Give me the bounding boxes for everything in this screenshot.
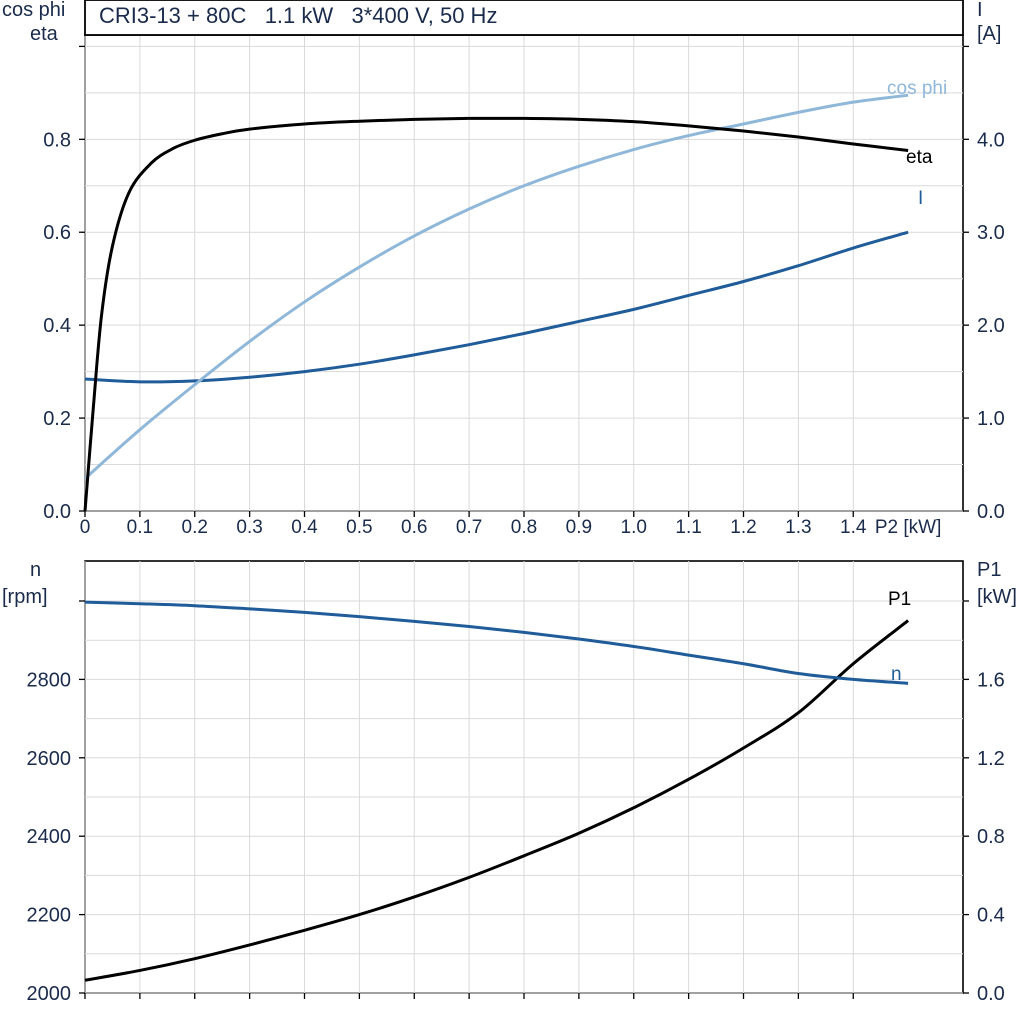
svg-text:2000: 2000 [27, 983, 72, 1005]
svg-text:0.0: 0.0 [43, 501, 71, 523]
svg-text:0.8: 0.8 [43, 129, 71, 151]
svg-text:0.3: 0.3 [236, 517, 262, 538]
svg-text:P1: P1 [888, 589, 911, 610]
svg-text:[rpm]: [rpm] [2, 586, 48, 608]
svg-text:1.4: 1.4 [840, 517, 867, 538]
svg-text:eta: eta [30, 23, 59, 45]
svg-text:I: I [977, 0, 983, 21]
svg-text:1.2: 1.2 [977, 748, 1005, 770]
svg-text:1.2: 1.2 [730, 517, 756, 538]
svg-text:cos phi: cos phi [2, 0, 65, 21]
svg-text:0.4: 0.4 [291, 517, 318, 538]
svg-text:1.0: 1.0 [621, 517, 647, 538]
svg-text:CRI3-13 + 80C 1.1 kW 3*400: CRI3-13 + 80C 1.1 kW 3*400 V, 50 Hz [99, 3, 497, 28]
svg-text:1.3: 1.3 [785, 517, 811, 538]
svg-text:0: 0 [80, 517, 91, 538]
svg-text:0.2: 0.2 [182, 517, 208, 538]
svg-text:2400: 2400 [27, 826, 72, 848]
svg-text:[A]: [A] [977, 23, 1001, 45]
svg-text:0.7: 0.7 [456, 517, 482, 538]
svg-text:0.1: 0.1 [127, 517, 153, 538]
svg-text:0.4: 0.4 [977, 905, 1005, 927]
svg-text:1.0: 1.0 [977, 408, 1005, 430]
svg-text:2600: 2600 [27, 748, 72, 770]
svg-text:0.0: 0.0 [977, 983, 1005, 1005]
svg-text:0.6: 0.6 [401, 517, 427, 538]
svg-text:2200: 2200 [27, 905, 72, 927]
svg-text:3.0: 3.0 [977, 222, 1005, 244]
svg-text:eta: eta [906, 147, 933, 168]
svg-text:cos phi: cos phi [887, 78, 947, 99]
svg-text:0.6: 0.6 [43, 222, 71, 244]
svg-text:2800: 2800 [27, 669, 72, 691]
svg-text:n: n [891, 664, 902, 685]
svg-text:2.0: 2.0 [977, 315, 1005, 337]
svg-text:0.4: 0.4 [43, 315, 71, 337]
svg-text:0.5: 0.5 [346, 517, 372, 538]
svg-text:n: n [30, 559, 41, 581]
svg-text:I: I [918, 188, 923, 209]
svg-text:0.8: 0.8 [977, 826, 1005, 848]
svg-text:P1: P1 [977, 559, 1001, 581]
svg-text:0.8: 0.8 [511, 517, 537, 538]
svg-text:0.0: 0.0 [977, 501, 1005, 523]
svg-text:4.0: 4.0 [977, 129, 1005, 151]
svg-text:[kW]: [kW] [977, 586, 1017, 608]
svg-text:0.2: 0.2 [43, 408, 71, 430]
svg-text:1.6: 1.6 [977, 669, 1005, 691]
svg-text:P2 [kW]: P2 [kW] [875, 517, 942, 538]
svg-text:0.9: 0.9 [566, 517, 592, 538]
svg-text:1.1: 1.1 [675, 517, 701, 538]
